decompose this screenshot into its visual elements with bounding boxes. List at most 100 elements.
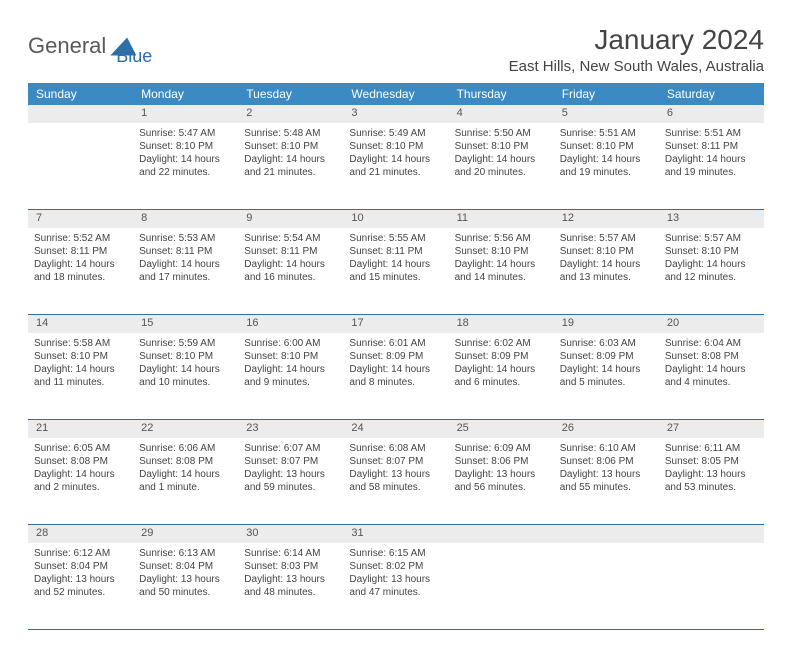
daylight-text: Daylight: 14 hours and 11 minutes. (34, 363, 127, 389)
sunset-text: Sunset: 8:11 PM (349, 245, 442, 258)
day-cell: Sunrise: 5:49 AMSunset: 8:10 PMDaylight:… (343, 123, 448, 209)
day-cell-text: Sunrise: 6:14 AMSunset: 8:03 PMDaylight:… (244, 547, 337, 599)
day-cell: Sunrise: 6:14 AMSunset: 8:03 PMDaylight:… (238, 543, 343, 629)
sunset-text: Sunset: 8:04 PM (139, 560, 232, 573)
day-cell-text: Sunrise: 6:15 AMSunset: 8:02 PMDaylight:… (349, 547, 442, 599)
day-cell-text: Sunrise: 5:47 AMSunset: 8:10 PMDaylight:… (139, 127, 232, 179)
sunrise-text: Sunrise: 6:11 AM (665, 442, 758, 455)
title-block: January 2024 East Hills, New South Wales… (509, 24, 764, 75)
daylight-text: Daylight: 14 hours and 20 minutes. (455, 153, 548, 179)
day-cell-text: Sunrise: 6:11 AMSunset: 8:05 PMDaylight:… (665, 442, 758, 494)
sunset-text: Sunset: 8:11 PM (665, 140, 758, 153)
day-number: 6 (659, 105, 764, 123)
day-headers: Sunday Monday Tuesday Wednesday Thursday… (28, 83, 764, 105)
day-header-fri: Friday (554, 83, 659, 105)
day-number: 22 (133, 420, 238, 438)
sunrise-text: Sunrise: 5:59 AM (139, 337, 232, 350)
day-number-row: 14151617181920 (28, 315, 764, 333)
day-cell-text: Sunrise: 5:51 AMSunset: 8:11 PMDaylight:… (665, 127, 758, 179)
day-cell-text: Sunrise: 6:09 AMSunset: 8:06 PMDaylight:… (455, 442, 548, 494)
day-number: 31 (343, 525, 448, 543)
day-cell: Sunrise: 5:53 AMSunset: 8:11 PMDaylight:… (133, 228, 238, 314)
location: East Hills, New South Wales, Australia (509, 58, 764, 75)
daylight-text: Daylight: 13 hours and 53 minutes. (665, 468, 758, 494)
day-cell: Sunrise: 6:12 AMSunset: 8:04 PMDaylight:… (28, 543, 133, 629)
sunrise-text: Sunrise: 5:57 AM (665, 232, 758, 245)
day-cell: Sunrise: 5:59 AMSunset: 8:10 PMDaylight:… (133, 333, 238, 419)
day-cell: Sunrise: 5:56 AMSunset: 8:10 PMDaylight:… (449, 228, 554, 314)
day-cell: Sunrise: 6:07 AMSunset: 8:07 PMDaylight:… (238, 438, 343, 524)
day-cell: Sunrise: 6:13 AMSunset: 8:04 PMDaylight:… (133, 543, 238, 629)
sunrise-text: Sunrise: 6:03 AM (560, 337, 653, 350)
sunset-text: Sunset: 8:09 PM (455, 350, 548, 363)
sunset-text: Sunset: 8:10 PM (139, 140, 232, 153)
sunrise-text: Sunrise: 5:57 AM (560, 232, 653, 245)
day-cell: Sunrise: 6:09 AMSunset: 8:06 PMDaylight:… (449, 438, 554, 524)
daylight-text: Daylight: 14 hours and 18 minutes. (34, 258, 127, 284)
day-cell: Sunrise: 6:04 AMSunset: 8:08 PMDaylight:… (659, 333, 764, 419)
sunrise-text: Sunrise: 6:07 AM (244, 442, 337, 455)
sunrise-text: Sunrise: 6:05 AM (34, 442, 127, 455)
logo: General Blue (28, 24, 152, 67)
day-cell-text: Sunrise: 6:12 AMSunset: 8:04 PMDaylight:… (34, 547, 127, 599)
day-cell (659, 543, 764, 629)
day-number: 21 (28, 420, 133, 438)
daylight-text: Daylight: 14 hours and 1 minute. (139, 468, 232, 494)
day-cell-text: Sunrise: 6:05 AMSunset: 8:08 PMDaylight:… (34, 442, 127, 494)
day-cell-text: Sunrise: 6:01 AMSunset: 8:09 PMDaylight:… (349, 337, 442, 389)
sunset-text: Sunset: 8:06 PM (560, 455, 653, 468)
sunset-text: Sunset: 8:07 PM (244, 455, 337, 468)
sunrise-text: Sunrise: 6:00 AM (244, 337, 337, 350)
daylight-text: Daylight: 14 hours and 14 minutes. (455, 258, 548, 284)
day-cell: Sunrise: 5:57 AMSunset: 8:10 PMDaylight:… (554, 228, 659, 314)
sunrise-text: Sunrise: 5:53 AM (139, 232, 232, 245)
day-cell: Sunrise: 5:50 AMSunset: 8:10 PMDaylight:… (449, 123, 554, 209)
day-cell-text: Sunrise: 5:54 AMSunset: 8:11 PMDaylight:… (244, 232, 337, 284)
sunset-text: Sunset: 8:10 PM (665, 245, 758, 258)
sunrise-text: Sunrise: 5:52 AM (34, 232, 127, 245)
sunset-text: Sunset: 8:10 PM (560, 140, 653, 153)
day-number (554, 525, 659, 543)
day-number: 27 (659, 420, 764, 438)
daylight-text: Daylight: 14 hours and 22 minutes. (139, 153, 232, 179)
sunset-text: Sunset: 8:06 PM (455, 455, 548, 468)
day-cell-text: Sunrise: 6:02 AMSunset: 8:09 PMDaylight:… (455, 337, 548, 389)
day-number: 25 (449, 420, 554, 438)
day-number-row: 28293031 (28, 525, 764, 543)
daylight-text: Daylight: 14 hours and 4 minutes. (665, 363, 758, 389)
day-number: 8 (133, 210, 238, 228)
day-number: 5 (554, 105, 659, 123)
day-number: 2 (238, 105, 343, 123)
day-number: 9 (238, 210, 343, 228)
week-row: Sunrise: 5:47 AMSunset: 8:10 PMDaylight:… (28, 123, 764, 210)
daylight-text: Daylight: 13 hours and 47 minutes. (349, 573, 442, 599)
sunset-text: Sunset: 8:10 PM (139, 350, 232, 363)
daylight-text: Daylight: 14 hours and 19 minutes. (665, 153, 758, 179)
sunrise-text: Sunrise: 5:47 AM (139, 127, 232, 140)
day-cell: Sunrise: 6:03 AMSunset: 8:09 PMDaylight:… (554, 333, 659, 419)
day-cell: Sunrise: 5:52 AMSunset: 8:11 PMDaylight:… (28, 228, 133, 314)
day-number: 14 (28, 315, 133, 333)
day-number: 17 (343, 315, 448, 333)
daylight-text: Daylight: 14 hours and 5 minutes. (560, 363, 653, 389)
day-number: 4 (449, 105, 554, 123)
day-cell-text: Sunrise: 5:58 AMSunset: 8:10 PMDaylight:… (34, 337, 127, 389)
day-cell-text: Sunrise: 5:59 AMSunset: 8:10 PMDaylight:… (139, 337, 232, 389)
sunrise-text: Sunrise: 6:02 AM (455, 337, 548, 350)
day-cell: Sunrise: 5:57 AMSunset: 8:10 PMDaylight:… (659, 228, 764, 314)
sunrise-text: Sunrise: 6:12 AM (34, 547, 127, 560)
day-cell: Sunrise: 6:15 AMSunset: 8:02 PMDaylight:… (343, 543, 448, 629)
day-cell-text: Sunrise: 6:10 AMSunset: 8:06 PMDaylight:… (560, 442, 653, 494)
daylight-text: Daylight: 14 hours and 15 minutes. (349, 258, 442, 284)
sunrise-text: Sunrise: 6:14 AM (244, 547, 337, 560)
day-cell (554, 543, 659, 629)
day-number: 23 (238, 420, 343, 438)
logo-general: General (28, 33, 106, 59)
sunset-text: Sunset: 8:10 PM (455, 140, 548, 153)
day-cell: Sunrise: 6:05 AMSunset: 8:08 PMDaylight:… (28, 438, 133, 524)
daylight-text: Daylight: 14 hours and 6 minutes. (455, 363, 548, 389)
day-number: 10 (343, 210, 448, 228)
sunrise-text: Sunrise: 5:55 AM (349, 232, 442, 245)
day-number: 29 (133, 525, 238, 543)
day-number: 26 (554, 420, 659, 438)
